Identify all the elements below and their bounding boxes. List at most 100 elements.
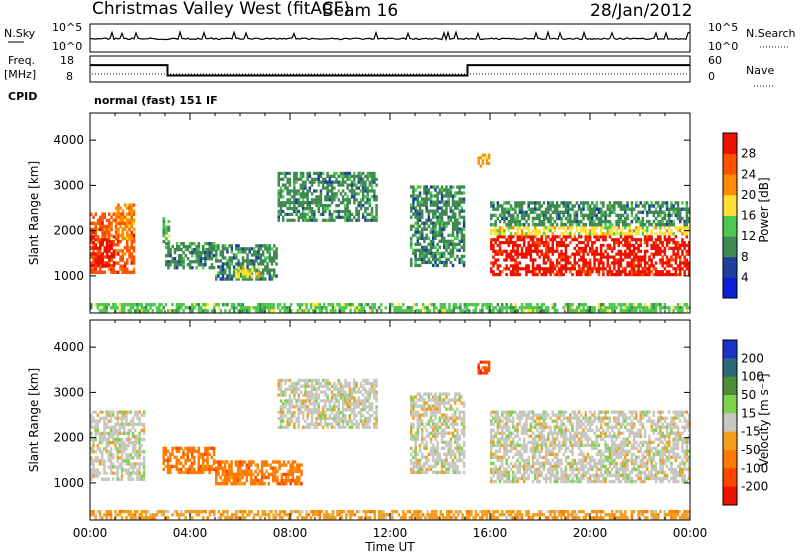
echo-cell xyxy=(202,309,205,313)
echo-cell xyxy=(177,309,181,313)
echo-cell xyxy=(630,210,634,214)
echo-cell xyxy=(230,466,233,470)
freq-series xyxy=(90,64,690,77)
echo-cell xyxy=(188,458,192,463)
echo-cell xyxy=(197,455,200,459)
echo-cell xyxy=(558,270,561,274)
echo-cell xyxy=(630,258,634,262)
echo-cell xyxy=(301,174,305,178)
echo-cell xyxy=(217,244,220,248)
echo-cell xyxy=(330,411,334,415)
echo-cell xyxy=(549,273,552,277)
echo-cell xyxy=(217,472,220,477)
echo-cell xyxy=(429,185,433,189)
echo-cell xyxy=(90,419,93,423)
echo-cell xyxy=(301,411,305,415)
echo-cell xyxy=(317,414,320,418)
echo-cell xyxy=(105,246,109,250)
echo-cell xyxy=(248,274,251,278)
echo-cell xyxy=(408,306,412,310)
echo-cell xyxy=(341,174,345,178)
echo-cell xyxy=(224,303,227,307)
echo-cell xyxy=(615,252,618,256)
echo-cell xyxy=(215,472,218,477)
echo-cell xyxy=(516,273,519,277)
echo-cell xyxy=(509,306,513,310)
echo-cell xyxy=(410,215,413,219)
echo-cell xyxy=(319,416,323,421)
echo-cell xyxy=(599,210,603,214)
echo-cell xyxy=(418,218,422,222)
echo-cell xyxy=(226,277,229,281)
echo-cell xyxy=(119,258,122,262)
echo-cell xyxy=(547,204,550,208)
echo-cell xyxy=(534,249,537,253)
echo-cell xyxy=(459,306,462,310)
echo-cell xyxy=(180,242,183,246)
echo-cell xyxy=(432,242,435,246)
echo-cell xyxy=(364,189,367,193)
echo-cell xyxy=(123,416,126,420)
echo-cell xyxy=(364,419,367,423)
echo-cell xyxy=(665,201,669,205)
echo-cell xyxy=(375,177,378,181)
echo-cell xyxy=(621,213,625,218)
echo-cell xyxy=(330,416,334,421)
echo-cell xyxy=(346,215,349,219)
echo-cell xyxy=(586,201,590,205)
echo-cell xyxy=(279,171,283,175)
echo-cell xyxy=(566,201,570,205)
echo-cell xyxy=(685,226,689,230)
echo-cell xyxy=(126,233,129,237)
echo-cell xyxy=(138,462,141,466)
echo-cell xyxy=(290,201,294,205)
echo-cell xyxy=(477,159,480,163)
echo-cell xyxy=(643,229,647,233)
echo-cell xyxy=(142,431,146,436)
echo-cell xyxy=(423,224,426,228)
echo-cell xyxy=(551,267,554,271)
echo-cell xyxy=(140,450,144,454)
echo-cell xyxy=(348,177,352,181)
echo-cell xyxy=(434,233,437,237)
echo-cell xyxy=(456,206,459,210)
echo-cell xyxy=(593,241,596,245)
echo-cell xyxy=(679,216,682,221)
echo-cell xyxy=(492,309,495,313)
echo-cell xyxy=(418,215,422,219)
echo-cell xyxy=(160,309,163,313)
echo-cell xyxy=(344,212,347,216)
echo-cell xyxy=(468,303,471,307)
echo-cell xyxy=(501,270,504,274)
echo-cell xyxy=(573,267,576,271)
echo-cell xyxy=(261,250,265,254)
echo-cell xyxy=(652,210,656,214)
echo-cell xyxy=(659,270,662,274)
echo-cell xyxy=(173,309,176,313)
echo-cell xyxy=(320,306,324,310)
echo-cell xyxy=(301,195,305,199)
echo-cell xyxy=(341,198,345,202)
echo-cell xyxy=(250,469,253,473)
echo-cell xyxy=(410,306,414,310)
echo-cell xyxy=(328,204,332,208)
echo-cell xyxy=(353,192,356,196)
echo-cell xyxy=(297,414,300,418)
echo-cell xyxy=(328,183,332,187)
echo-cell xyxy=(103,468,106,472)
echo-cell xyxy=(260,475,264,480)
echo-cell xyxy=(321,204,325,208)
echo-cell xyxy=(299,174,303,178)
echo-cell xyxy=(481,306,484,310)
echo-cell xyxy=(361,405,365,409)
echo-cell xyxy=(256,466,260,470)
echo-cell xyxy=(348,416,352,421)
echo-cell xyxy=(118,431,122,436)
echo-cell xyxy=(120,309,124,313)
echo-cell xyxy=(451,242,455,246)
echo-cell xyxy=(130,261,133,265)
echo-cell xyxy=(346,174,349,178)
echo-cell xyxy=(353,411,356,415)
echo-cell xyxy=(101,437,104,442)
echo-cell xyxy=(676,306,680,310)
